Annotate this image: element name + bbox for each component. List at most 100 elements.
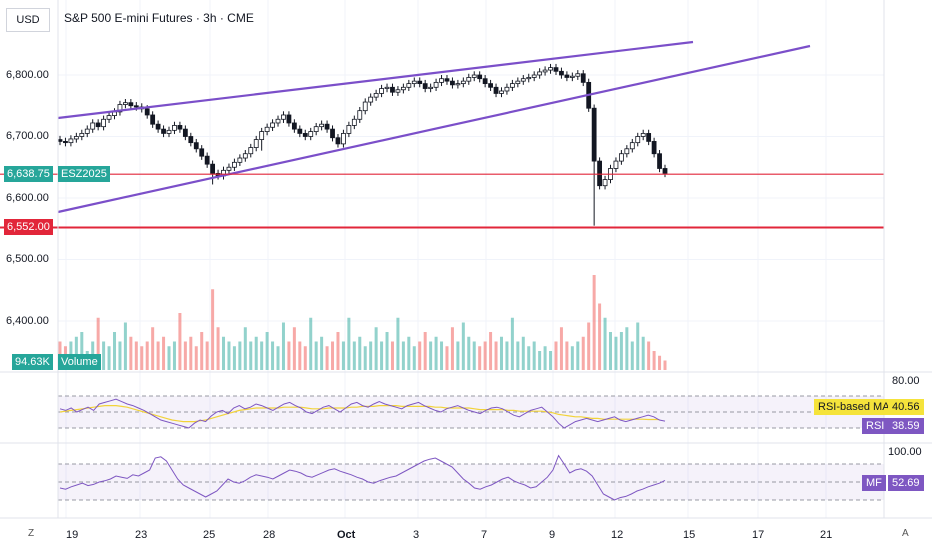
candle-body — [553, 67, 559, 72]
log-scale-toggle[interactable]: Z — [28, 528, 35, 539]
volume-bar — [630, 341, 634, 370]
volume-bar — [276, 346, 280, 370]
time-tick-label: 17 — [752, 529, 764, 541]
volume-bar — [331, 341, 335, 370]
volume-bar — [358, 336, 362, 370]
volume-bar — [499, 336, 503, 370]
candle-body — [248, 147, 254, 155]
candle-body — [291, 122, 297, 130]
volume-bar — [505, 341, 509, 370]
volume-bar — [510, 317, 514, 370]
volume-bar — [576, 341, 580, 370]
price-tick-label: 6,600.00 — [6, 192, 49, 204]
candle-body — [128, 102, 134, 107]
candle-body — [548, 67, 553, 71]
volume-bar — [663, 360, 667, 370]
candle-body — [466, 77, 472, 82]
candle-body — [662, 168, 668, 174]
candle-body — [172, 125, 177, 131]
time-tick-label: 9 — [549, 529, 555, 541]
volume-bar — [652, 351, 656, 370]
auto-scale-toggle[interactable]: A — [902, 528, 909, 539]
volume-bar — [478, 346, 482, 370]
volume-bar — [254, 336, 258, 370]
candle-body — [90, 122, 96, 130]
candle-body — [471, 74, 477, 78]
volume-bar — [320, 336, 324, 370]
candle-body — [161, 128, 166, 134]
volume-bar — [587, 322, 591, 370]
volume-bar — [118, 341, 122, 370]
candle-body — [302, 133, 308, 137]
volume-bar — [200, 332, 204, 370]
volume-bar — [549, 351, 553, 370]
candle-body — [204, 155, 210, 165]
candle-body — [575, 73, 581, 77]
volume-bar — [96, 317, 100, 370]
candle-body — [188, 136, 194, 144]
volume-bar — [532, 341, 536, 370]
volume-bar — [123, 322, 127, 370]
volume-bar — [156, 341, 160, 370]
volume-bar — [467, 336, 471, 370]
volume-bar — [162, 336, 166, 370]
time-tick-label: 25 — [203, 529, 215, 541]
candle-body — [182, 128, 188, 137]
candle-body — [232, 161, 237, 168]
candle-body — [591, 107, 597, 162]
candle-body — [199, 148, 205, 157]
volume-bar — [412, 346, 416, 370]
candle-body — [270, 122, 275, 128]
volume-bar — [183, 341, 187, 370]
time-tick-label: 15 — [683, 529, 695, 541]
volume-bar — [298, 341, 302, 370]
channel-support-line — [57, 44, 811, 214]
candle-body — [253, 139, 259, 148]
volume-bar — [619, 332, 623, 370]
candle-body — [422, 83, 428, 89]
candle-body — [73, 136, 79, 140]
volume-bar — [129, 336, 133, 370]
volume-bar — [494, 341, 498, 370]
volume-bar — [380, 341, 384, 370]
rsi-ma-label: RSI-based MA — [814, 399, 894, 415]
candle-body — [657, 153, 662, 169]
currency-selector[interactable]: USD — [6, 8, 50, 32]
volume-bar — [374, 327, 378, 370]
volume-bar — [265, 332, 269, 370]
volume-bar — [527, 346, 531, 370]
volume-bar — [178, 313, 182, 370]
candle-body — [444, 78, 450, 82]
candle-body — [237, 157, 243, 163]
volume-bar — [396, 317, 400, 370]
volume-bar — [625, 327, 629, 370]
candle-body — [537, 71, 543, 76]
volume-bar — [314, 341, 318, 370]
candle-body — [330, 128, 335, 139]
volume-bar — [194, 346, 198, 370]
volume-bar — [216, 327, 220, 370]
candle-body — [526, 77, 532, 80]
volume-bar — [347, 317, 351, 370]
rsi-top-label: 80.00 — [892, 375, 920, 387]
candle-body — [281, 114, 286, 120]
time-tick-label: 28 — [263, 529, 275, 541]
volume-bar — [287, 341, 291, 370]
candle-body — [144, 108, 150, 116]
candle-body — [499, 90, 504, 94]
candle-body — [368, 96, 374, 103]
candle-body — [79, 133, 85, 137]
volume-bar — [429, 341, 433, 370]
candle-body — [210, 163, 216, 174]
volume-bar — [238, 341, 242, 370]
candle-body — [242, 153, 248, 159]
candle-body — [117, 104, 123, 113]
volume-bar — [538, 351, 542, 370]
volume-bar — [134, 341, 138, 370]
candle-body — [411, 80, 417, 85]
time-tick-label: 3 — [413, 529, 419, 541]
candle-body — [264, 126, 270, 132]
volume-bar — [352, 341, 356, 370]
volume-bar — [554, 341, 558, 370]
